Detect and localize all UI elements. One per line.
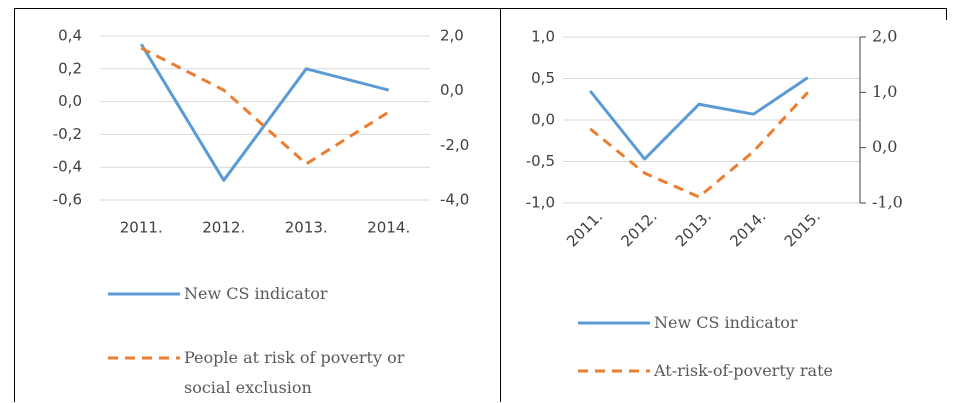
legend-label: People at risk of poverty or social excl… — [184, 348, 405, 397]
y2-tick-label: 1,0 — [872, 82, 897, 101]
x-tick-label: 2011. — [563, 207, 606, 250]
y-tick-label: -0,5 — [526, 152, 555, 170]
series-line — [139, 43, 390, 182]
y-tick-label: 1,0 — [531, 28, 555, 46]
x-tick-label: 2011. — [120, 219, 163, 237]
legend-swatch — [108, 356, 180, 360]
y-tick-label: -0,2 — [53, 125, 82, 143]
x-tick-label: 2013. — [672, 207, 715, 250]
legend-entry: New CS indicator — [108, 279, 408, 309]
legend: New CS indicator People at risk of povert… — [108, 279, 408, 403]
legend-swatch — [108, 292, 180, 296]
y-tick-label: 0,0 — [58, 92, 82, 110]
x-tick-label: 2014. — [726, 207, 769, 250]
y-tick-label: -0,4 — [53, 158, 82, 176]
y-tick-label: -1,0 — [526, 194, 555, 212]
y2-tick-label: 2,0 — [872, 27, 897, 46]
y-tick-label: 0,5 — [531, 69, 555, 87]
x-tick-label: 2015. — [781, 207, 824, 250]
legend-label: New CS indicator — [654, 313, 798, 332]
x-tick-label: 2013. — [285, 219, 328, 237]
legend-label: At-risk-of-poverty rate — [654, 361, 833, 380]
y2-tick-label: 2,0 — [440, 27, 464, 45]
series-line — [589, 76, 809, 161]
x-tick-label: 2012. — [618, 207, 661, 250]
chart: -1,0 -0,5 0,0 0,5 1,0 -1,0 0,0 1,0 2,0 2011. 2012.… — [526, 27, 903, 251]
legend: New CS indicator At-risk-of-poverty rate — [578, 308, 918, 386]
legend-entry: At-risk-of-poverty rate — [578, 356, 918, 386]
y2-tick-label: -1,0 — [872, 193, 903, 212]
frame — [14, 8, 947, 402]
y2-tick-label: -4,0 — [440, 191, 469, 209]
x-tick-label: 2014. — [367, 219, 410, 237]
x-tick-label: 2012. — [202, 219, 245, 237]
y-tick-label: 0,0 — [531, 111, 555, 129]
y2-tick-label: -2,0 — [440, 136, 469, 154]
legend-swatch — [578, 321, 650, 325]
legend-entry: New CS indicator — [578, 308, 918, 338]
y2-tick-label: 0,0 — [440, 81, 464, 99]
y2-tick-label: 0,0 — [872, 137, 897, 156]
y-tick-label: -0,6 — [53, 191, 82, 209]
legend-label: New CS indicator — [184, 284, 328, 303]
y-tick-label: 0,2 — [58, 59, 82, 77]
y-tick-label: 0,4 — [58, 27, 82, 45]
legend-entry: People at risk of poverty or social excl… — [108, 343, 408, 403]
chart: -0,6 -0,4 -0,2 0,0 0,2 0,4 -4,0 -2,0 0,0 2,0 2011.… — [53, 27, 470, 237]
legend-swatch — [578, 369, 650, 373]
series-line — [589, 91, 809, 199]
